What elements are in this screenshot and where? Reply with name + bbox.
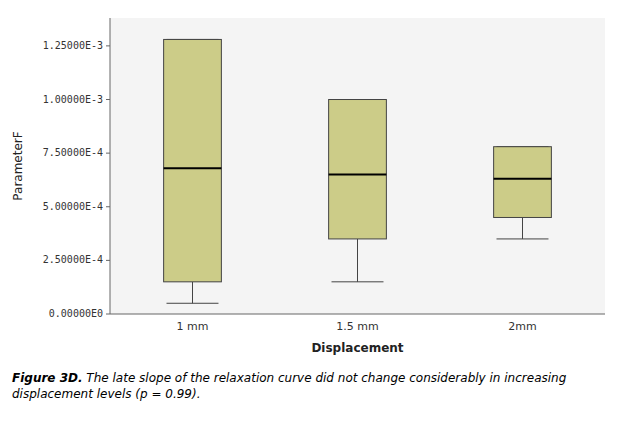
x-tick-label: 1 mm xyxy=(177,320,209,333)
median xyxy=(494,178,552,180)
x-tick-label: 2mm xyxy=(508,320,536,333)
whisker xyxy=(522,217,523,238)
y-tick xyxy=(106,260,110,261)
whisker xyxy=(357,239,358,282)
plot-area xyxy=(110,18,605,314)
y-axis-line xyxy=(110,18,111,314)
x-axis: 1 mm 1.5 mm 2mm xyxy=(110,314,605,333)
box-plot xyxy=(494,147,552,239)
y-tick-label: 0.00000E0 xyxy=(49,308,103,319)
y-tick-label: 1.00000E-3 xyxy=(43,94,103,105)
chart: 0.00000E0 2.50000E-4 5.00000E-4 7.50000E-4 1… xyxy=(0,0,625,434)
x-tick-label: 1.5 mm xyxy=(336,320,378,333)
whisker xyxy=(192,282,193,303)
caption: displacement levels (p = 0.99). xyxy=(12,387,200,401)
y-tick-label: 5.00000E-4 xyxy=(43,201,103,212)
caption-title: Figure 3D. xyxy=(12,371,83,385)
median xyxy=(329,174,387,176)
x-axis-line xyxy=(110,314,605,315)
y-axis: 0.00000E0 2.50000E-4 5.00000E-4 7.50000E-4 1… xyxy=(43,18,110,319)
whisker-cap xyxy=(167,303,219,304)
y-tick xyxy=(106,99,110,100)
y-tick-label: 2.50000E-4 xyxy=(43,254,103,265)
caption: Figure 3D. The late slope of the relaxat… xyxy=(12,371,567,385)
y-tick-label: 7.50000E-4 xyxy=(43,147,103,158)
y-tick xyxy=(106,206,110,207)
median xyxy=(164,167,222,169)
whisker-cap xyxy=(497,238,549,239)
box xyxy=(329,100,387,239)
y-tick xyxy=(106,45,110,46)
y-axis-label: ParameterF xyxy=(11,131,25,200)
whisker-cap xyxy=(332,281,384,282)
x-axis-label: Displacement xyxy=(311,341,403,355)
y-tick xyxy=(106,314,110,315)
box xyxy=(494,147,552,218)
y-tick xyxy=(106,153,110,154)
y-tick-label: 1.25000E-3 xyxy=(43,40,103,51)
box xyxy=(164,39,222,281)
box-plot xyxy=(164,39,222,303)
boxes xyxy=(164,39,552,303)
box-plot xyxy=(329,100,387,282)
